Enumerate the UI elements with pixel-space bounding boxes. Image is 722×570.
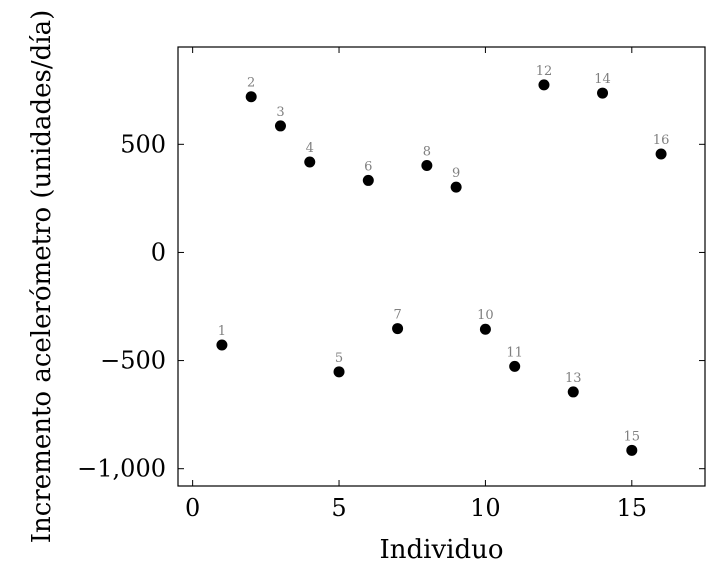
data-point [245,91,257,103]
data-point [333,366,345,378]
data-point [538,79,550,91]
x-axis: 0 5 10 15 [185,47,647,522]
data-point [421,160,433,172]
y-tick-label: −1,000 [77,455,166,483]
y-axis-title: Incremento acelerómetro (unidades/día) [27,10,57,543]
data-point [479,323,491,335]
data-point [509,360,521,372]
point-label: 3 [276,105,284,120]
point-label: 14 [594,72,611,87]
point-label: 12 [536,64,553,79]
y-tick-label: 500 [120,130,166,158]
point-label: 11 [506,345,523,360]
point-label: 6 [364,159,372,174]
point-label: 2 [247,76,255,91]
x-tick-label: 5 [331,494,346,522]
point-label: 1 [218,324,226,339]
y-tick-label: 0 [151,238,166,266]
x-tick-label: 10 [470,494,501,522]
data-point [362,174,374,186]
data-point [392,323,404,335]
x-tick-label: 0 [185,494,200,522]
plot-frame [177,46,706,487]
data-point [655,148,667,160]
data-point [597,87,609,99]
y-axis: −1,000 −500 0 500 [77,130,705,483]
point-label: 8 [423,145,431,160]
point-label: 10 [477,308,494,323]
data-point [567,386,579,398]
data-point [274,120,286,132]
point-label: 4 [306,141,314,156]
point-label: 13 [565,371,582,386]
y-tick-label: −500 [100,347,166,375]
data-point [304,156,316,168]
data-point [626,444,638,456]
x-tick-label: 15 [617,494,648,522]
data-point [216,339,228,351]
point-label: 9 [452,166,460,181]
point-label: 15 [624,429,641,444]
data-point [450,181,462,193]
x-axis-title: Individuo [379,535,503,565]
point-label: 16 [653,133,670,148]
point-label: 5 [335,351,343,366]
point-label: 7 [393,308,401,323]
